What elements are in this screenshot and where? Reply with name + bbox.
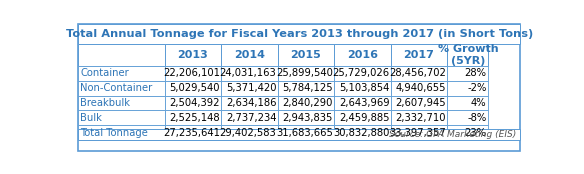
Text: 2,737,234: 2,737,234 [226, 113, 276, 123]
Bar [78, 96, 165, 110]
Text: 33,397,357: 33,397,357 [389, 128, 446, 138]
Text: 23%: 23% [464, 128, 486, 138]
Bar [391, 44, 447, 66]
Text: Bulk: Bulk [80, 113, 102, 123]
Bar [447, 125, 488, 140]
Bar [391, 66, 447, 81]
Text: 2,332,710: 2,332,710 [395, 113, 446, 123]
Text: Source: GPA Marketing (EIS): Source: GPA Marketing (EIS) [390, 130, 516, 139]
Text: 4,940,655: 4,940,655 [395, 83, 446, 93]
Bar [334, 81, 391, 96]
Text: 25,729,026: 25,729,026 [332, 68, 390, 78]
Text: -8%: -8% [467, 113, 486, 123]
Text: 22,206,101: 22,206,101 [163, 68, 220, 78]
Bar [78, 44, 165, 66]
Bar [221, 66, 277, 81]
Bar [391, 81, 447, 96]
Bar [334, 125, 391, 140]
Text: 2015: 2015 [291, 50, 321, 60]
Bar [334, 96, 391, 110]
Text: Container: Container [80, 68, 129, 78]
Bar [165, 125, 221, 140]
Bar [78, 125, 165, 140]
Text: Total Tonnage: Total Tonnage [80, 128, 148, 138]
Text: 2,943,835: 2,943,835 [283, 113, 333, 123]
Text: 2,504,392: 2,504,392 [169, 98, 220, 108]
Text: 25,899,540: 25,899,540 [276, 68, 333, 78]
Bar [221, 125, 277, 140]
Text: -2%: -2% [467, 83, 486, 93]
Text: 2,634,186: 2,634,186 [226, 98, 276, 108]
Bar [334, 110, 391, 125]
Bar [165, 96, 221, 110]
Bar [277, 96, 334, 110]
Text: 2,643,969: 2,643,969 [339, 98, 390, 108]
Bar [277, 66, 334, 81]
Bar [447, 96, 488, 110]
Bar [334, 66, 391, 81]
Bar [78, 110, 165, 125]
Bar [165, 110, 221, 125]
Text: 5,784,125: 5,784,125 [282, 83, 333, 93]
Bar [78, 129, 520, 140]
Bar [78, 81, 165, 96]
Text: 28%: 28% [464, 68, 486, 78]
Bar [165, 66, 221, 81]
Text: 5,103,854: 5,103,854 [339, 83, 390, 93]
Bar [221, 110, 277, 125]
Text: % Growth
(5YR): % Growth (5YR) [437, 44, 498, 66]
Bar [165, 81, 221, 96]
Bar [221, 96, 277, 110]
Bar [277, 81, 334, 96]
Bar [334, 44, 391, 66]
Text: 2014: 2014 [234, 50, 265, 60]
Text: 2016: 2016 [347, 50, 378, 60]
Bar [447, 66, 488, 81]
Text: 30,832,880: 30,832,880 [333, 128, 390, 138]
Bar [447, 44, 488, 66]
Bar [78, 24, 520, 44]
Bar [165, 44, 221, 66]
Text: Total Annual Tonnage for Fiscal Years 2013 through 2017 (in Short Tons): Total Annual Tonnage for Fiscal Years 20… [65, 29, 533, 39]
Text: 2,459,885: 2,459,885 [339, 113, 390, 123]
Text: 2013: 2013 [178, 50, 208, 60]
Text: Breakbulk: Breakbulk [80, 98, 130, 108]
Bar [277, 44, 334, 66]
Text: 5,029,540: 5,029,540 [169, 83, 220, 93]
Bar [221, 81, 277, 96]
Text: 28,456,702: 28,456,702 [389, 68, 446, 78]
Bar [277, 125, 334, 140]
Bar [391, 96, 447, 110]
Text: 31,683,665: 31,683,665 [276, 128, 333, 138]
Bar [391, 110, 447, 125]
Bar [277, 110, 334, 125]
Text: 24,031,163: 24,031,163 [220, 68, 276, 78]
Text: 29,402,583: 29,402,583 [220, 128, 276, 138]
Text: 27,235,641: 27,235,641 [163, 128, 220, 138]
Text: 2017: 2017 [404, 50, 434, 60]
Text: 5,371,420: 5,371,420 [226, 83, 276, 93]
Text: 4%: 4% [471, 98, 486, 108]
Text: 2,840,290: 2,840,290 [283, 98, 333, 108]
Bar [447, 110, 488, 125]
Bar [391, 125, 447, 140]
Bar [447, 81, 488, 96]
Text: 2,525,148: 2,525,148 [169, 113, 220, 123]
Text: 2,607,945: 2,607,945 [395, 98, 446, 108]
Bar [78, 66, 165, 81]
Text: Non-Container: Non-Container [80, 83, 152, 93]
Bar [221, 44, 277, 66]
